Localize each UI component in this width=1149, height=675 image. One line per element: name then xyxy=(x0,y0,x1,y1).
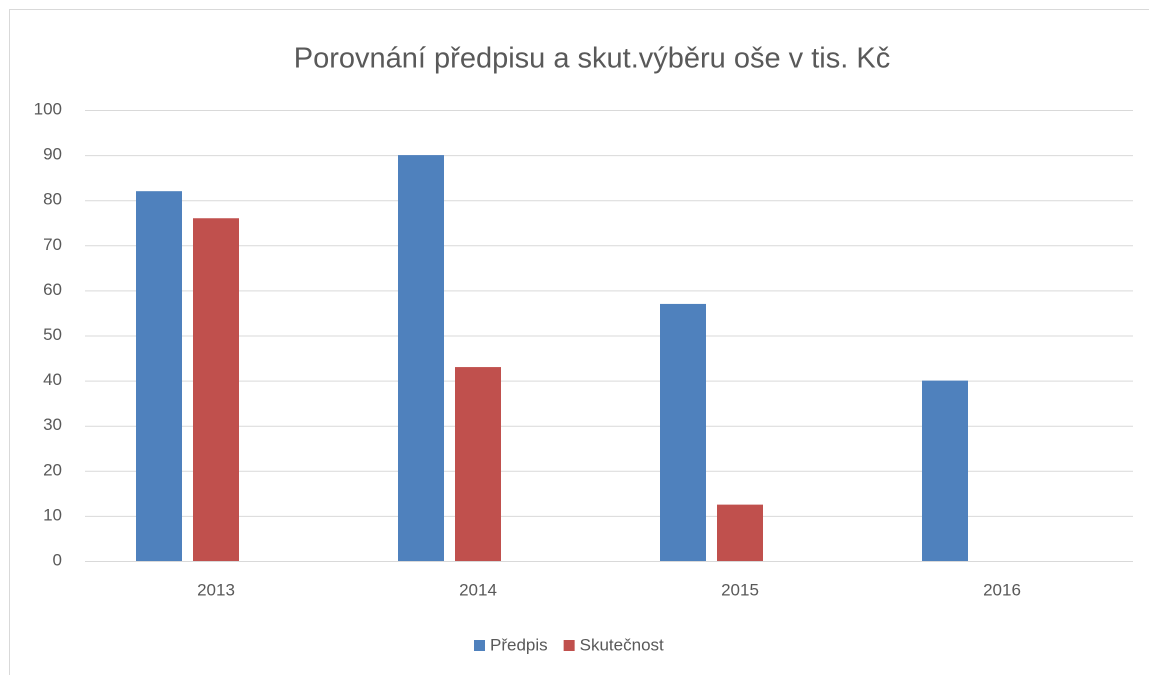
y-tick-label: 50 xyxy=(43,325,62,344)
y-tick-label: 0 xyxy=(53,550,62,569)
y-tick-label: 70 xyxy=(43,235,62,254)
legend-label: Předpis xyxy=(490,635,548,654)
legend-swatch xyxy=(563,640,575,651)
y-tick-label: 30 xyxy=(43,415,62,434)
bar xyxy=(922,380,968,561)
y-tick-label: 60 xyxy=(43,280,62,299)
y-tick-label: 20 xyxy=(43,460,62,479)
y-tick-label: 100 xyxy=(34,99,62,118)
x-tick-label: 2013 xyxy=(197,580,235,599)
chart-title: Porovnání předpisu a skut.výběru oše v t… xyxy=(294,43,890,75)
bar xyxy=(136,191,182,561)
x-tick-label: 2015 xyxy=(721,580,759,599)
y-tick-label: 40 xyxy=(43,370,62,389)
bar xyxy=(398,155,444,561)
y-tick-label: 80 xyxy=(43,190,62,209)
legend-label: Skutečnost xyxy=(580,635,664,654)
y-tick-label: 10 xyxy=(43,505,62,524)
bar xyxy=(193,218,239,562)
y-tick-label: 90 xyxy=(43,145,62,164)
bar xyxy=(717,504,763,561)
legend-swatch xyxy=(474,640,485,651)
x-tick-label: 2014 xyxy=(459,580,497,599)
x-tick-label: 2016 xyxy=(983,580,1021,599)
bar xyxy=(455,367,501,561)
bar xyxy=(660,303,706,561)
